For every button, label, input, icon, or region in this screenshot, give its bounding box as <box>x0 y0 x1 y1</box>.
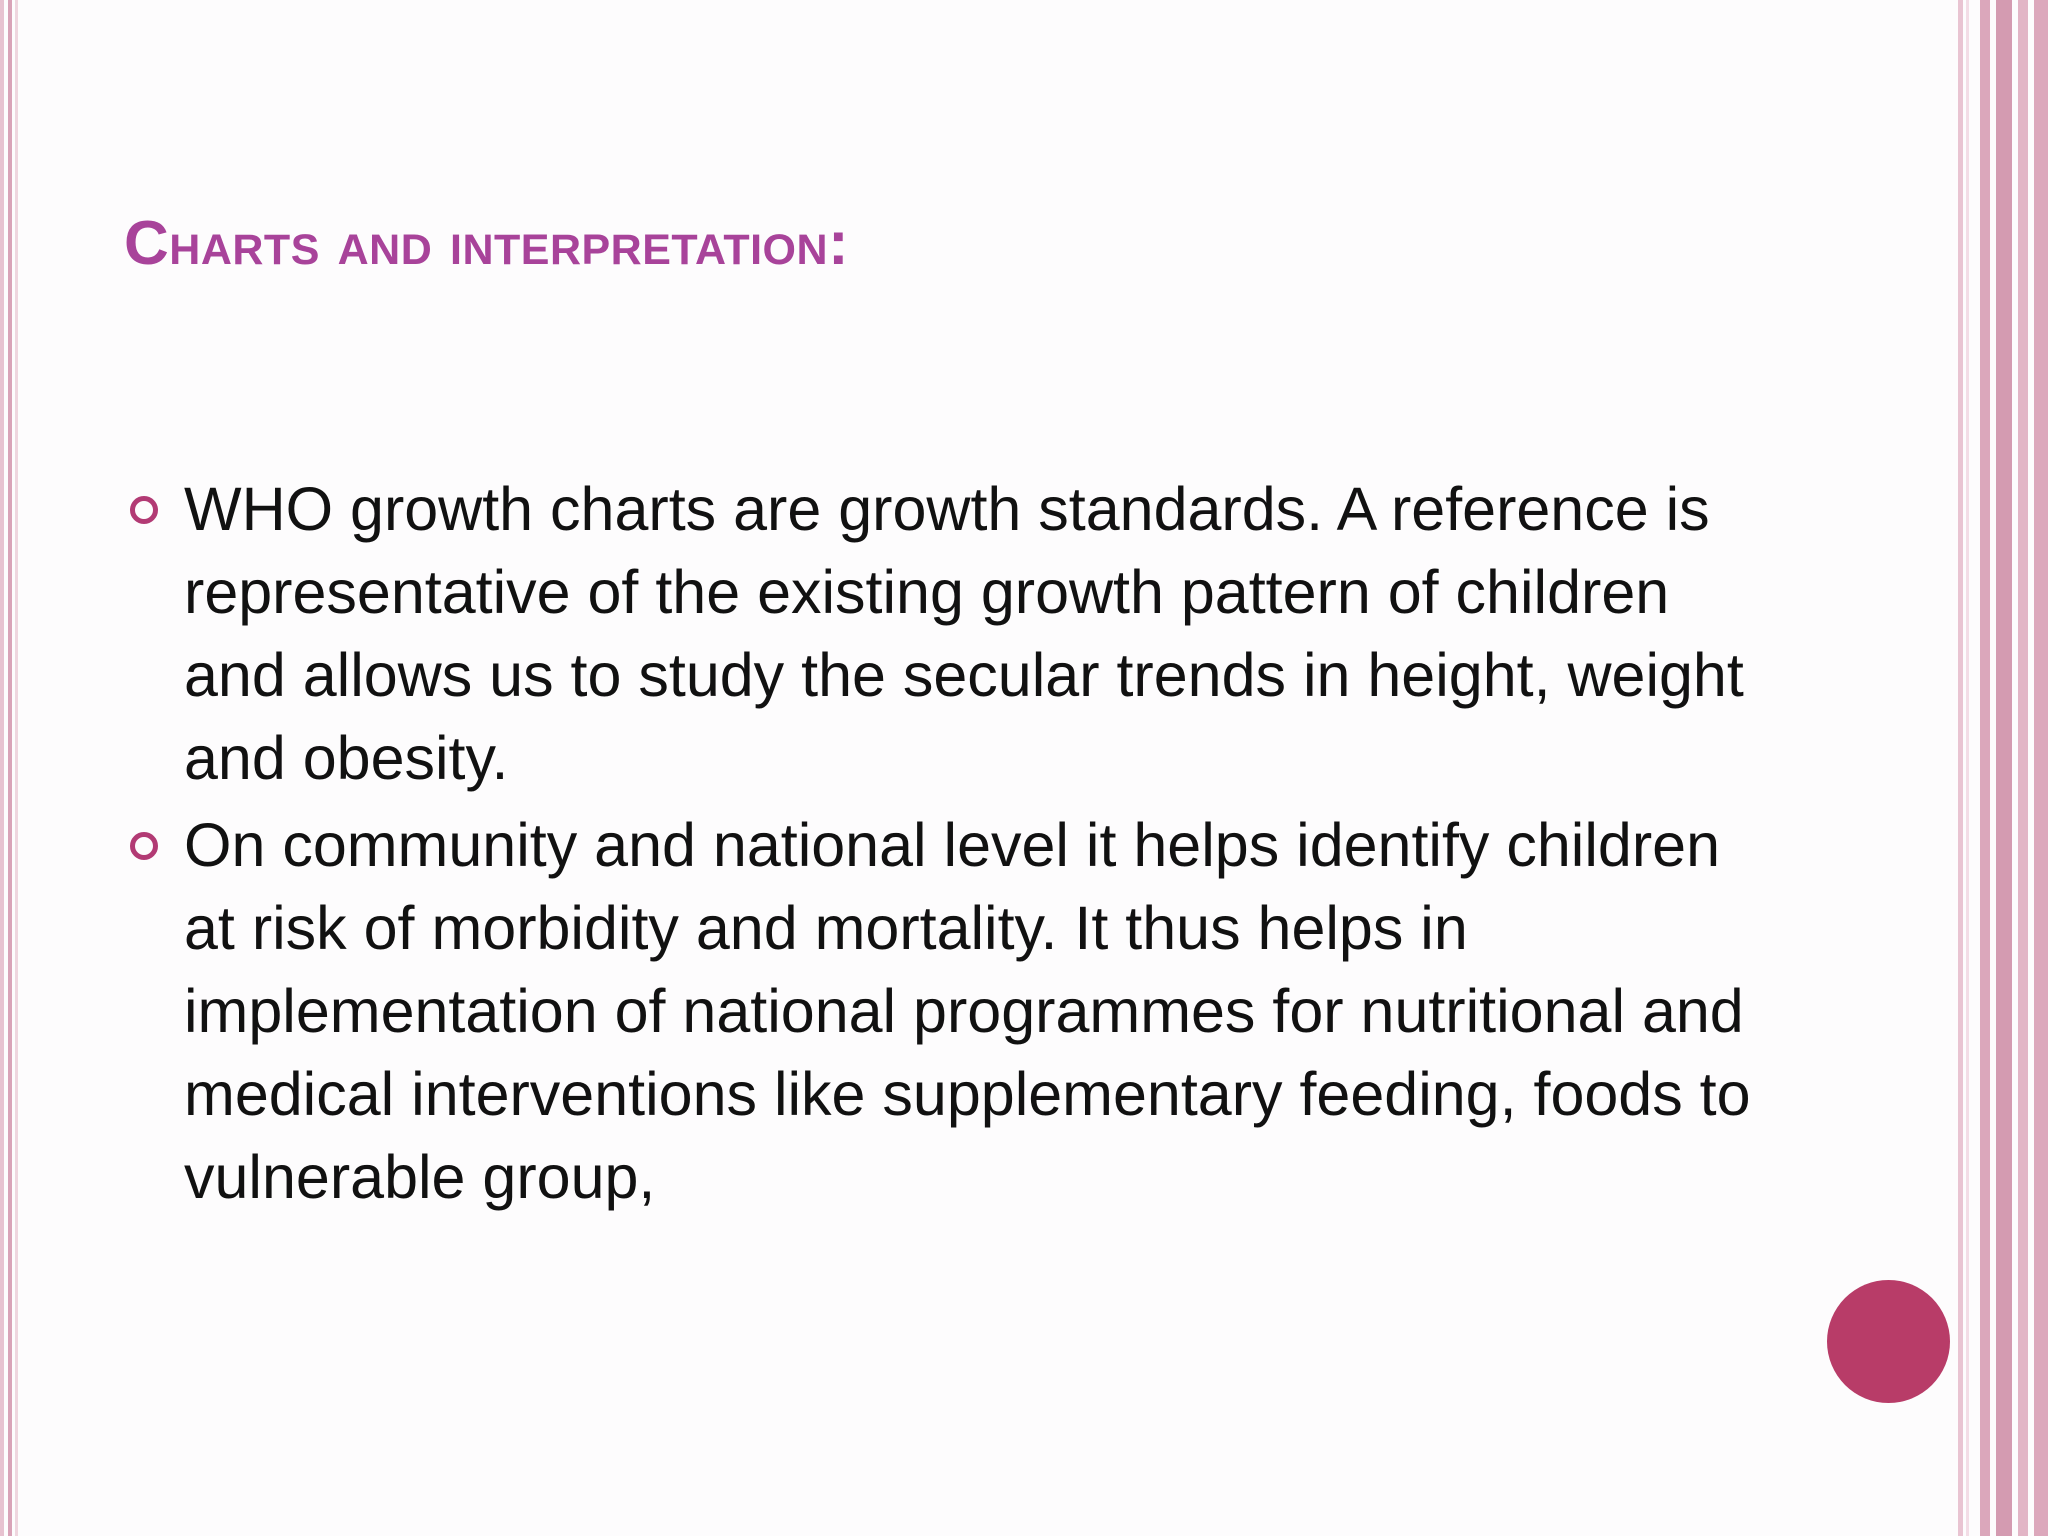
bullet-text: On community and national level it helps… <box>184 811 1751 1211</box>
slide-title: Charts and interpretation: <box>124 209 850 278</box>
bullet-text: WHO growth charts are growth standards. … <box>184 475 1744 792</box>
decorative-circle <box>1827 1280 1950 1403</box>
right-border-stripe <box>1996 0 2012 1536</box>
bullet-list: WHO growth charts are growth standards. … <box>120 468 1760 1223</box>
right-border-stripe <box>1966 0 1969 1536</box>
right-border-stripe <box>2018 0 2028 1536</box>
hollow-circle-bullet-icon <box>130 832 158 860</box>
bullet-item: WHO growth charts are growth standards. … <box>120 468 1760 800</box>
right-border-stripe <box>2034 0 2048 1536</box>
bullet-item: On community and national level it helps… <box>120 804 1760 1219</box>
hollow-circle-bullet-icon <box>130 496 158 524</box>
left-border-stripe <box>15 0 18 1536</box>
right-border-stripe <box>1980 0 1990 1536</box>
right-border-stripe <box>1958 0 1963 1536</box>
left-border-stripe <box>8 0 12 1536</box>
left-border-stripe <box>0 0 4 1536</box>
